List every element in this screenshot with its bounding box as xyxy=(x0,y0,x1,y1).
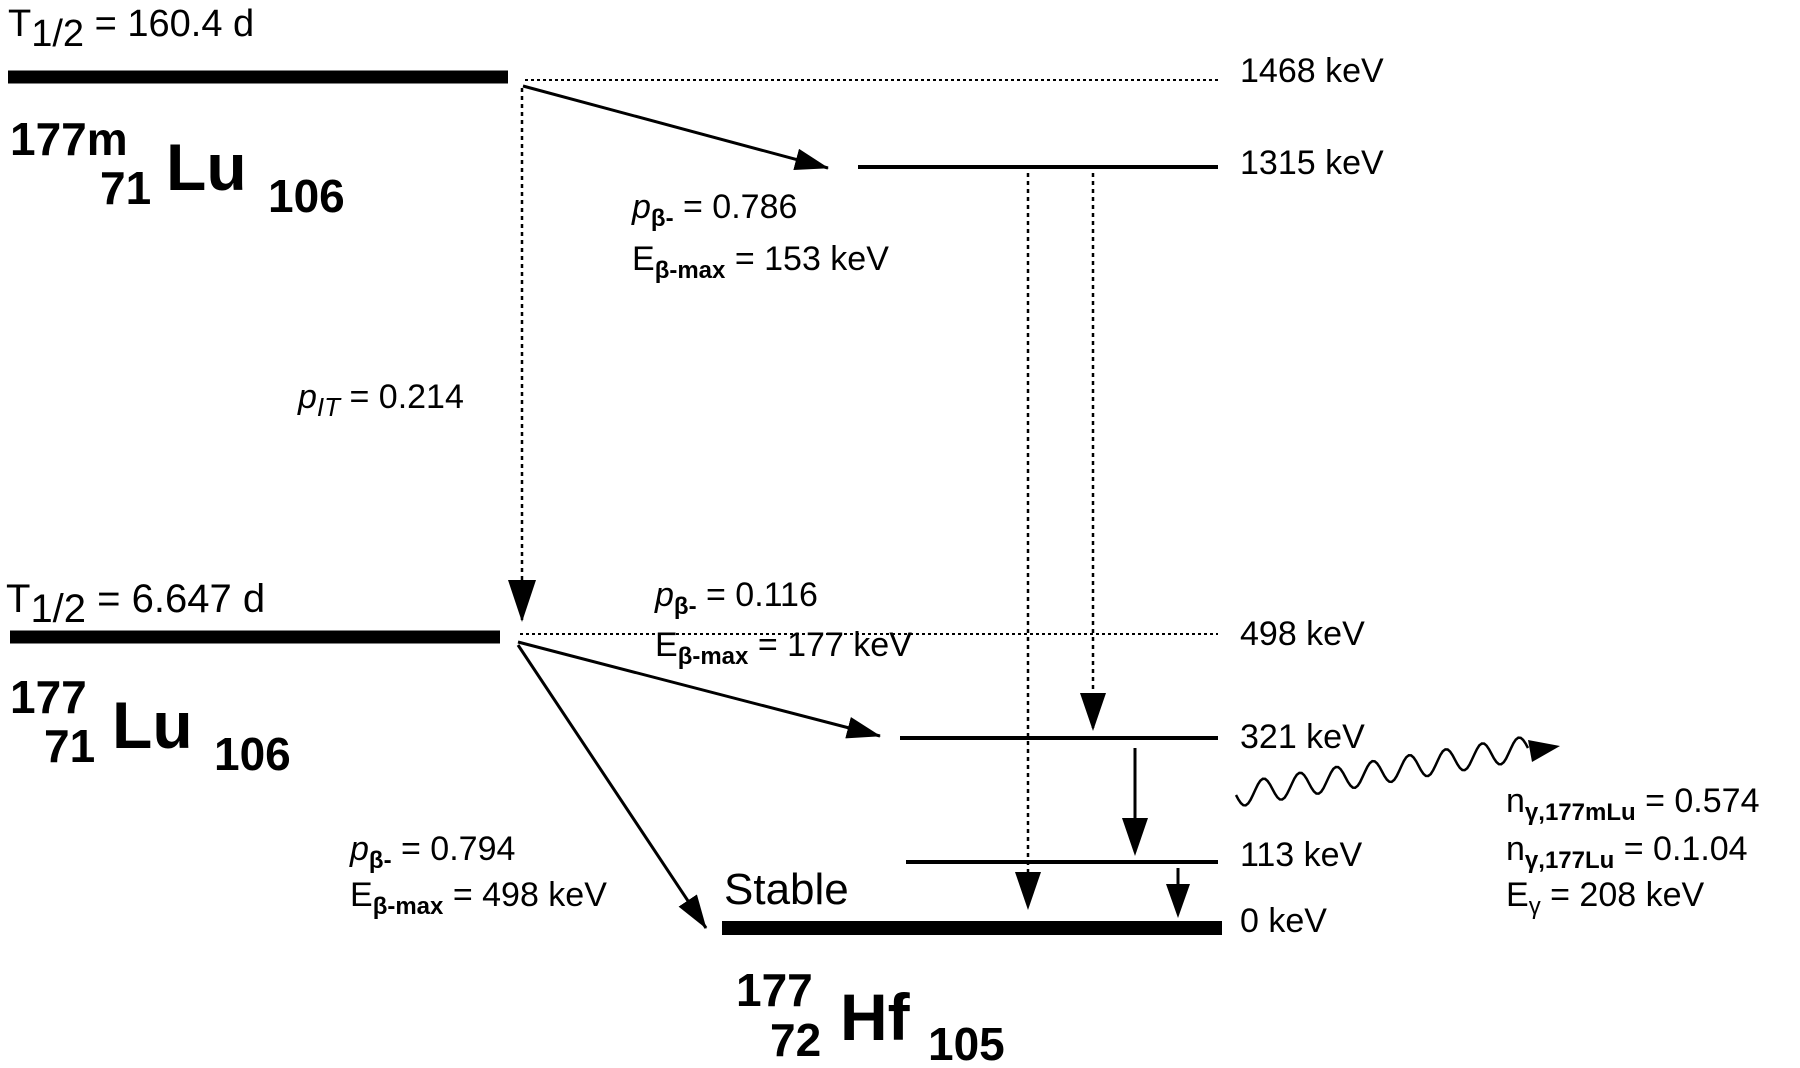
it-p-value: = 0.214 xyxy=(340,378,464,416)
gamma-n2-value: = 0.1.04 xyxy=(1614,830,1747,868)
beta-arrow-177lu-321 xyxy=(517,640,881,739)
nuclide-177mlu-atomic: 71 xyxy=(100,162,151,214)
beta-arrow-177mlu-1315 xyxy=(522,84,829,171)
gamma-n2-symbol: n xyxy=(1506,830,1525,868)
halflife-ground: T1/2 = 6.647 d xyxy=(6,577,265,631)
beta-1315-p-value: = 0.786 xyxy=(674,188,798,226)
halflife-metastable-value: = 160.4 d xyxy=(84,3,254,45)
halflife-metastable-sub: 1/2 xyxy=(31,13,84,55)
gamma-e-symbol: E xyxy=(1506,876,1529,914)
beta-321-e-value: = 177 keV xyxy=(748,626,912,664)
halflife-ground-sub: 1/2 xyxy=(30,587,86,631)
gamma-n1-sub: γ,177mLu xyxy=(1525,799,1636,826)
beta-0-energy: Eβ-max = 498 keV xyxy=(350,876,607,920)
nuclide-177lu-atomic: 71 xyxy=(44,720,95,772)
level-321-label: 321 keV xyxy=(1240,718,1365,756)
gamma-photon-arrowhead xyxy=(1528,740,1560,762)
beta-0-p-sub: β- xyxy=(369,847,392,874)
nuclide-177hf: 177 72 Hf 105 xyxy=(736,946,1005,1068)
level-1468-label: 1468 keV xyxy=(1240,52,1384,90)
nuclide-177hf-atomic: 72 xyxy=(770,1014,821,1066)
beta-321-p-sub: β- xyxy=(674,593,697,620)
halflife-ground-prefix: T xyxy=(6,577,30,621)
it-p-sub: IT xyxy=(317,392,342,422)
beta-321-p-value: = 0.116 xyxy=(697,576,818,614)
nuclide-177hf-element: Hf xyxy=(840,980,911,1054)
level-0-label: 0 keV xyxy=(1240,902,1327,940)
gamma-photon-wave xyxy=(1234,736,1530,807)
nuclide-177lu-mass: 177 xyxy=(10,671,87,723)
it-p-symbol: p xyxy=(297,378,317,416)
level-113-label: 113 keV xyxy=(1240,836,1363,874)
halflife-ground-value: = 6.647 d xyxy=(86,577,265,621)
gamma-yield-177lu: nγ,177Lu = 0.1.04 xyxy=(1506,830,1748,874)
gamma-yield-177mlu: nγ,177mLu = 0.574 xyxy=(1506,782,1759,826)
beta-321-e-symbol: E xyxy=(655,626,678,664)
nuclide-177lu-element: Lu xyxy=(112,688,193,762)
level-1315-label: 1315 keV xyxy=(1240,144,1384,182)
beta-1315-e-symbol: E xyxy=(632,240,655,278)
beta-1315-e-value: = 153 keV xyxy=(725,240,889,278)
gamma-1315-321-arrowhead xyxy=(1080,693,1106,731)
beta-321-p-symbol: p xyxy=(654,576,674,614)
beta-0-e-value: = 498 keV xyxy=(443,876,607,914)
gamma-e-sub: γ xyxy=(1529,893,1541,920)
gamma-1315-0-arrowhead xyxy=(1015,872,1041,910)
gamma-n1-symbol: n xyxy=(1506,782,1525,820)
beta-0-e-symbol: E xyxy=(350,876,373,914)
gamma-e-value: = 208 keV xyxy=(1541,876,1705,914)
gamma-321-113-arrowhead xyxy=(1122,818,1148,856)
beta-1315-p-symbol: p xyxy=(631,188,651,226)
beta-321-e-sub: β-max xyxy=(678,643,749,670)
it-transition-arrowhead xyxy=(508,580,536,622)
beta-0-p-symbol: p xyxy=(349,830,369,868)
it-probability: pIT = 0.214 xyxy=(297,378,464,422)
beta-1315-e-sub: β-max xyxy=(655,257,726,284)
nuclide-177mlu-element: Lu xyxy=(166,130,247,204)
beta-0-probability: pβ- = 0.794 xyxy=(349,830,515,874)
beta-0-e-sub: β-max xyxy=(373,893,444,920)
nuclide-177hf-mass: 177 xyxy=(736,964,813,1016)
nuclide-177lu: 177 71 Lu 106 xyxy=(10,653,291,780)
beta-1315-p-sub: β- xyxy=(651,205,674,232)
gamma-113-0-arrowhead xyxy=(1166,884,1190,918)
beta-321-probability: pβ- = 0.116 xyxy=(654,576,818,620)
stable-label: Stable xyxy=(724,865,849,914)
nuclide-177mlu: 177m 71 Lu 106 xyxy=(10,95,345,222)
beta-321-energy: Eβ-max = 177 keV xyxy=(655,626,912,670)
gamma-n1-value: = 0.574 xyxy=(1636,782,1760,820)
level-498-label: 498 keV xyxy=(1240,615,1365,653)
halflife-metastable: T1/2 = 160.4 d xyxy=(8,3,254,55)
nuclide-177hf-neutron: 105 xyxy=(928,1018,1005,1068)
beta-0-p-value: = 0.794 xyxy=(392,830,516,868)
halflife-metastable-prefix: T xyxy=(8,3,31,45)
gamma-energy: Eγ = 208 keV xyxy=(1506,876,1705,920)
beta-1315-energy: Eβ-max = 153 keV xyxy=(632,240,889,284)
nuclide-177mlu-mass: 177m xyxy=(10,113,128,165)
gamma-n2-sub: γ,177Lu xyxy=(1525,847,1614,874)
nuclide-177lu-neutron: 106 xyxy=(214,728,291,780)
nuclide-177mlu-neutron: 106 xyxy=(268,170,345,222)
beta-1315-probability: pβ- = 0.786 xyxy=(631,188,797,232)
beta-arrow-177lu-0 xyxy=(516,644,708,929)
